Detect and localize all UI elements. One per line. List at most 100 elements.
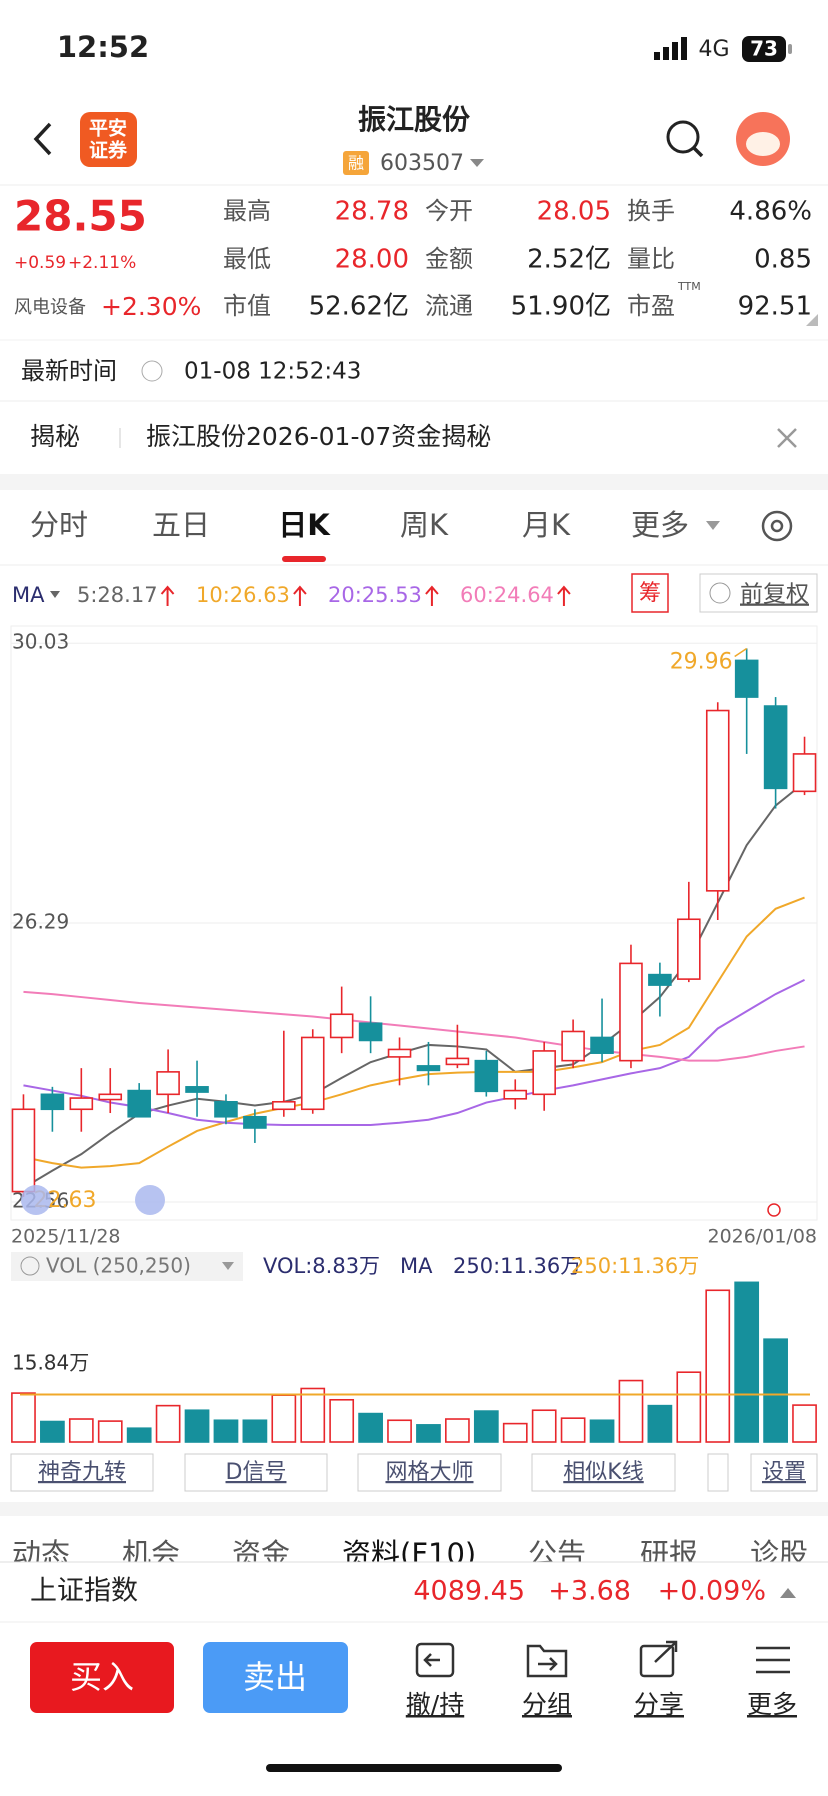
candle-body (792, 753, 817, 793)
volume-bar (97, 1420, 123, 1443)
logo-text: 平安 (89, 117, 127, 140)
settings-core (770, 519, 784, 533)
ma-line (22, 781, 806, 1189)
corner-mark (806, 314, 818, 326)
volume-bar (705, 1289, 731, 1443)
vol-legend: 250:11.36万 (571, 1254, 699, 1278)
tab[interactable]: 更多 (631, 508, 689, 542)
up-arrow (557, 585, 571, 606)
notice-text[interactable]: 振江股份2026-01-07资金揭秘 (146, 422, 491, 451)
update-time: 01-08 12:52:43 (184, 359, 361, 385)
search-button[interactable] (666, 120, 700, 154)
volume-bar (734, 1281, 760, 1443)
gap (0, 1502, 828, 1516)
candle-body (98, 1093, 123, 1101)
index-change-pct: +0.09% (658, 1576, 766, 1607)
ma-line (23, 978, 805, 1126)
sell-button[interactable] (203, 1642, 348, 1713)
buy-button[interactable] (30, 1642, 174, 1713)
sector-change: +2.30% (101, 292, 201, 321)
field-label: 换手 (627, 197, 675, 225)
action-labels: 撤/持 分组 分享 更多 (406, 1690, 797, 1719)
field-value: 51.90亿 (511, 292, 611, 322)
candle-body (590, 1036, 614, 1054)
candle-body (156, 1071, 180, 1096)
volume-bar (589, 1419, 615, 1443)
chart-control[interactable] (21, 1185, 51, 1215)
index-name: 上证指数 (30, 1576, 138, 1607)
volume-bar (242, 1419, 268, 1443)
candle-body (734, 659, 759, 698)
field-label: 市盈 (627, 292, 675, 320)
candle-body (214, 1100, 238, 1118)
tool-button[interactable] (10, 1453, 154, 1492)
back-button[interactable] (33, 122, 52, 156)
ma-label: MA (12, 583, 45, 607)
tab[interactable]: 五日 (152, 508, 210, 542)
chart-control[interactable] (135, 1185, 165, 1215)
volume-bar (473, 1410, 499, 1443)
sell-text: 卖出 (243, 1658, 307, 1696)
action-label[interactable]: 撤/持 (406, 1690, 464, 1719)
volume-bar (213, 1419, 239, 1443)
battery-level: 73 (750, 37, 778, 61)
volume-bar (560, 1417, 586, 1443)
home-indicator (266, 1764, 562, 1772)
candle-body (69, 1097, 94, 1111)
index-value: 4089.45 (413, 1576, 525, 1607)
field-label: 金额 (425, 245, 473, 273)
tab[interactable]: 日K (278, 508, 331, 542)
gap (0, 474, 828, 490)
vol-legend: VOL:8.83万 (263, 1254, 380, 1278)
tool-button[interactable] (184, 1453, 328, 1492)
adjust-button[interactable] (699, 573, 818, 613)
update-label: 最新时间 (21, 357, 117, 385)
chip-button[interactable] (631, 573, 669, 613)
field-label-sup: TTM (677, 280, 701, 293)
high-label: 29.96 (670, 649, 733, 674)
network: 4G (698, 37, 729, 62)
volume-bar (184, 1409, 210, 1443)
tool-label: 相似K线 (563, 1460, 643, 1485)
action-icons (415, 1640, 790, 1678)
code-dropdown[interactable] (470, 159, 484, 167)
action-label[interactable]: 更多 (747, 1690, 797, 1719)
volume-bar (387, 1419, 412, 1443)
tool-button[interactable] (531, 1453, 676, 1492)
volume-bar (40, 1420, 65, 1443)
high-pointer (734, 647, 748, 658)
stock-code: 603507 (380, 151, 464, 176)
volume-bar (358, 1412, 383, 1443)
index-change: +3.68 (548, 1576, 631, 1607)
field-value: 28.00 (335, 245, 409, 275)
price: 28.55 (14, 192, 147, 241)
status-time: 12:52 (57, 30, 149, 64)
battery-cap (788, 44, 792, 54)
ma-line (23, 896, 805, 1169)
field-label: 市值 (223, 292, 271, 320)
notice-close[interactable] (777, 428, 797, 448)
volume-bar (68, 1418, 94, 1443)
notice-tag: 揭秘 (30, 422, 80, 451)
broker-logo[interactable] (80, 112, 137, 167)
tool-button (707, 1453, 729, 1492)
action-label[interactable]: 分享 (634, 1690, 684, 1719)
vol-title: VOL (250,250) (46, 1254, 191, 1278)
tab[interactable]: 月K (522, 508, 571, 542)
settings-button[interactable] (761, 510, 793, 542)
tab[interactable]: 分时 (30, 508, 88, 542)
tool-button[interactable] (750, 1453, 818, 1492)
candle-body (358, 1022, 383, 1042)
tool-label: D信号 (226, 1460, 287, 1485)
index-expand[interactable] (780, 1588, 796, 1598)
field-label: 今开 (425, 197, 473, 225)
tab[interactable]: 周K (400, 508, 449, 542)
up-arrow (160, 585, 175, 606)
candle-body (532, 1050, 556, 1096)
tool-button[interactable] (357, 1453, 502, 1492)
vol-legend: 250:11.36万 (453, 1254, 581, 1278)
action-label[interactable]: 分组 (522, 1690, 572, 1719)
info-icon[interactable] (141, 360, 163, 382)
vol-legend: MA (400, 1254, 433, 1278)
